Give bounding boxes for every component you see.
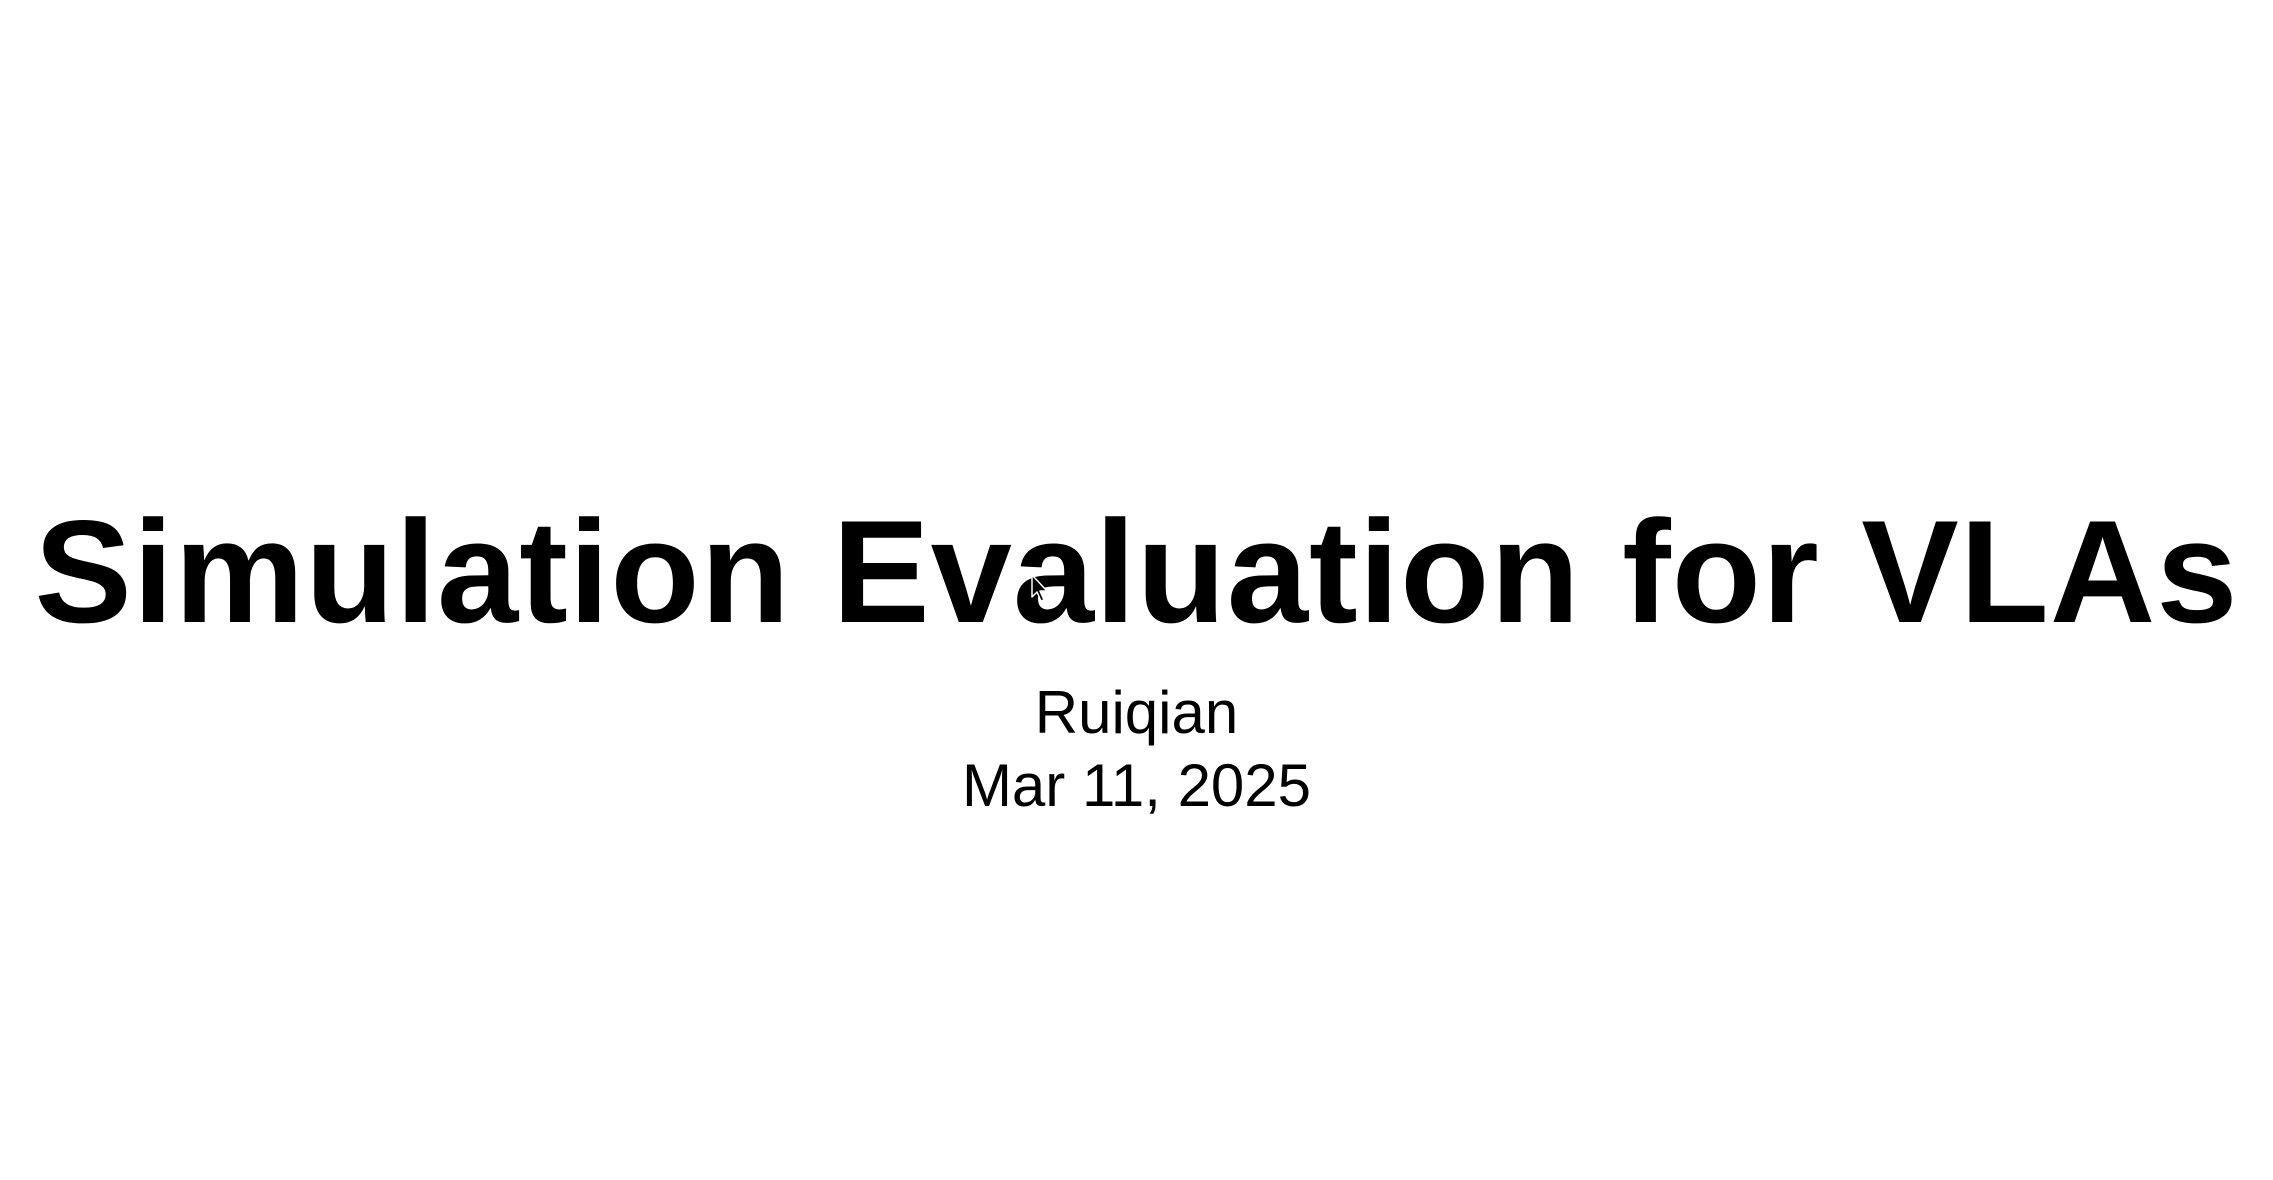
slide-title: Simulation Evaluation for VLAs	[34, 490, 2239, 653]
mouse-pointer-icon	[1031, 574, 1048, 602]
slide-date: Mar 11, 2025	[961, 752, 1312, 819]
slide-author: Ruiqian	[1034, 679, 1239, 746]
